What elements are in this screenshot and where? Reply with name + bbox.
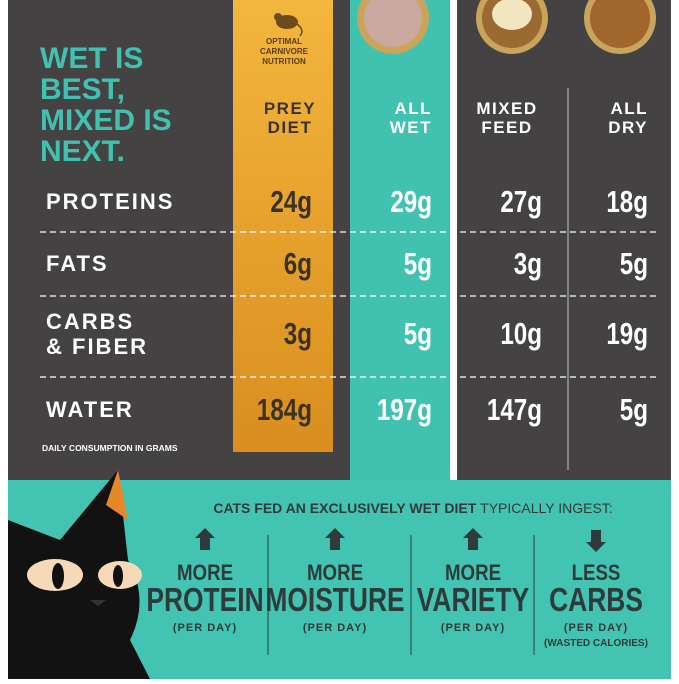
benefit-extra: (WASTED CALORIES) <box>544 638 648 649</box>
benefit-word: MORE <box>177 562 233 586</box>
benefit-note: (PER DAY) <box>303 622 367 634</box>
benefit-word: LESS <box>572 562 621 586</box>
headline-line: WET IS <box>40 42 143 75</box>
badge-text: OPTIMAL <box>266 37 302 46</box>
bowls <box>357 0 656 54</box>
column-header: ALL <box>394 99 432 118</box>
cell-value: 5g <box>404 316 432 351</box>
row-label: FATS <box>46 251 109 276</box>
benefit-word: MORE <box>307 562 363 586</box>
benefit-note: (PER DAY) <box>441 622 505 634</box>
cell-value: 3g <box>514 246 542 281</box>
cell-value: 5g <box>620 246 648 281</box>
intro-bold: CATS FED AN EXCLUSIVELY WET DIET <box>213 500 476 516</box>
dark-panel <box>457 0 671 480</box>
summary-intro: CATS FED AN EXCLUSIVELY WET DIET TYPICAL… <box>213 500 612 516</box>
badge-text: NUTRITION <box>262 57 306 66</box>
cell-value: 3g <box>284 316 312 351</box>
row-label: CARBS <box>46 309 134 334</box>
footnote: DAILY CONSUMPTION IN GRAMS <box>42 443 178 453</box>
cell-value: 19g <box>606 316 648 351</box>
row-label: & FIBER <box>46 334 148 359</box>
prey-column <box>233 0 333 452</box>
cell-value: 6g <box>284 246 312 281</box>
column-header: DIET <box>268 118 313 137</box>
cell-value: 147g <box>487 392 542 427</box>
cell-value: 197g <box>377 392 432 427</box>
benefit-big: PROTEIN <box>146 582 263 618</box>
headline-line: BEST, <box>40 73 125 106</box>
arrow-up <box>325 528 345 550</box>
intro-rest: TYPICALLY INGEST: <box>480 500 613 516</box>
column-header: FEED <box>481 118 532 137</box>
column-header: PREY <box>264 99 316 118</box>
wet-column <box>350 0 450 480</box>
cell-value: 24g <box>270 184 312 219</box>
headline-line: MIXED IS <box>40 104 172 137</box>
cell-value: 29g <box>390 184 432 219</box>
column-header: MIXED <box>476 99 537 118</box>
cell-value: 184g <box>257 392 312 427</box>
row-label: PROTEINS <box>46 189 174 214</box>
cell-value: 10g <box>500 316 542 351</box>
mouse-icon <box>274 13 303 37</box>
column-header: DRY <box>608 118 648 137</box>
cell-value: 5g <box>404 246 432 281</box>
benefit-big: VARIETY <box>417 582 529 618</box>
arrow-up <box>195 528 215 550</box>
arrow-down <box>586 530 606 552</box>
cell-value: 18g <box>606 184 648 219</box>
cell-value: 5g <box>620 392 648 427</box>
benefit-big: CARBS <box>549 582 643 618</box>
badge-text: CARNIVORE <box>260 47 309 56</box>
column-header: ALL <box>610 99 648 118</box>
benefit-note: (PER DAY) <box>564 622 628 634</box>
cell-value: 27g <box>500 184 542 219</box>
arrow-up <box>463 528 483 550</box>
column-header: WET <box>390 118 432 137</box>
cat <box>8 470 150 679</box>
headline-line: NEXT. <box>40 135 125 168</box>
row-label: WATER <box>46 397 134 422</box>
benefit-word: MORE <box>445 562 501 586</box>
benefit-big: MOISTURE <box>265 582 404 618</box>
benefit-note: (PER DAY) <box>173 622 237 634</box>
